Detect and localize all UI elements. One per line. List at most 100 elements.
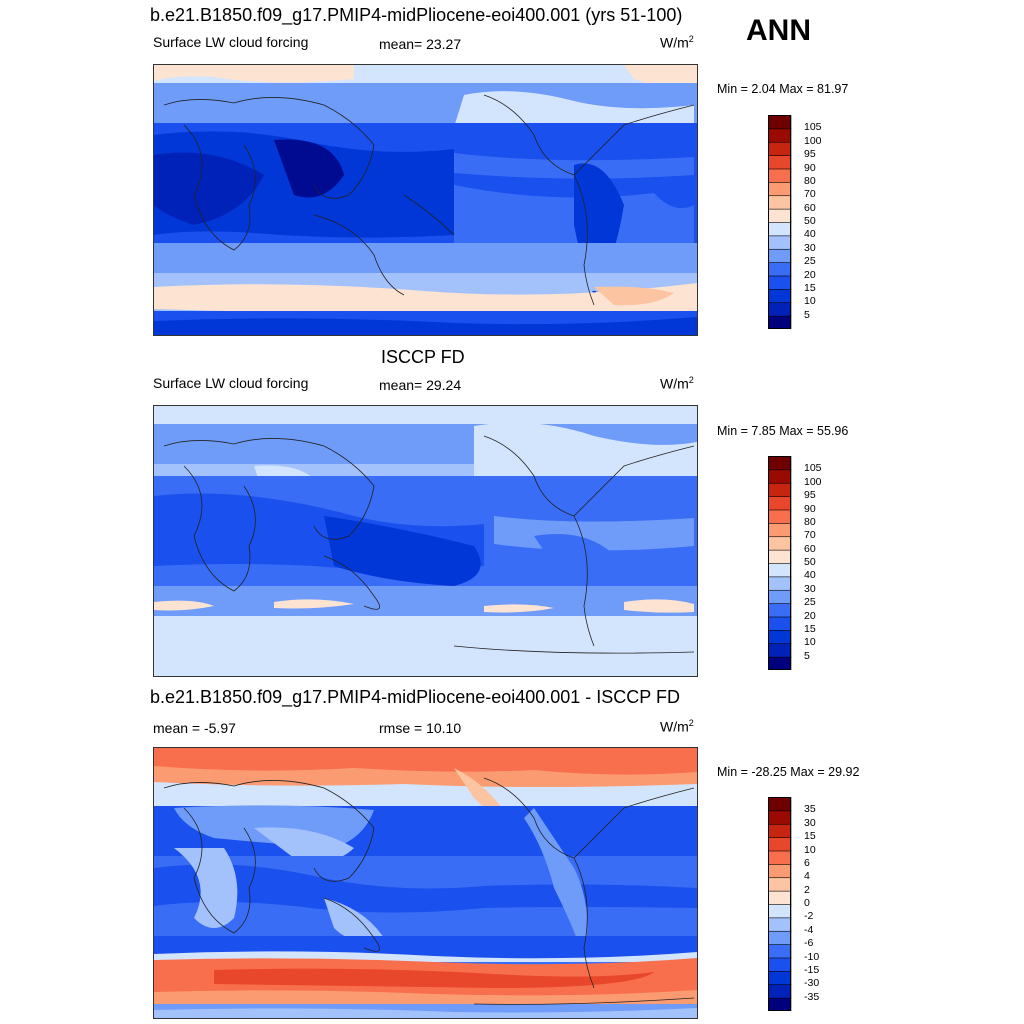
colorbar-tick-label: 20: [804, 609, 816, 622]
panel3-mean-label: mean = -5.97: [153, 720, 236, 736]
colorbar-swatch: [768, 154, 792, 170]
colorbar-tick-label: 5: [804, 649, 810, 662]
colorbar-swatch: [768, 850, 792, 865]
colorbar-swatch: [768, 983, 792, 999]
colorbar-tick-label: -35: [804, 990, 820, 1003]
colorbar-tick-label: 80: [804, 174, 816, 187]
colorbar-swatch: [768, 797, 792, 812]
colorbar-tick-label: 2: [804, 883, 810, 896]
colorbar-swatch: [768, 288, 792, 304]
colorbar-tick-label: 95: [804, 489, 816, 502]
colorbar-tick-label: 70: [804, 529, 816, 542]
colorbar-tick-label: -2: [804, 910, 814, 923]
colorbar-tick-label: 15: [804, 622, 816, 635]
colorbar-tick-label: 35: [804, 803, 816, 816]
colorbar-swatch: [768, 522, 792, 538]
colorbar-swatch: [768, 301, 792, 317]
colorbar-tick-label: -6: [804, 937, 814, 950]
colorbar-tick-label: 30: [804, 582, 816, 595]
colorbar-tick-label: 30: [804, 241, 816, 254]
colorbar-tick-label: 40: [804, 228, 816, 241]
panel2-title: ISCCP FD: [381, 347, 465, 367]
colorbar-swatch: [768, 917, 792, 932]
colorbar-tick-label: 0: [804, 897, 810, 909]
colorbar-swatch: [768, 997, 792, 1011]
colorbar-swatch: [768, 589, 792, 604]
colorbar-swatch: [768, 181, 792, 197]
colorbar-swatch: [768, 890, 792, 905]
colorbar-tick-label: 6: [804, 856, 810, 869]
colorbar-tick-label: 90: [804, 502, 816, 515]
colorbar-swatch: [768, 128, 792, 143]
colorbar-swatch: [768, 957, 792, 972]
colorbar-swatch: [768, 930, 792, 945]
panel1-minmax: Min = 2.04 Max = 81.97: [717, 82, 849, 96]
colorbar-swatch: [768, 903, 792, 919]
colorbar-tick-label: 70: [804, 188, 816, 201]
colorbar-swatch: [768, 823, 792, 838]
panel1-colorbar: [768, 115, 792, 329]
colorbar-tick-label: -10: [804, 950, 820, 963]
panel2-map: [153, 405, 698, 677]
colorbar-swatch: [768, 863, 792, 879]
colorbar-tick-label: 60: [804, 201, 816, 214]
colorbar-tick-label: 95: [804, 148, 816, 161]
colorbar-swatch: [768, 235, 792, 250]
panel3-map: [153, 747, 698, 1019]
colorbar-swatch: [768, 469, 792, 484]
colorbar-swatch: [768, 576, 792, 591]
colorbar-tick-label: 20: [804, 268, 816, 281]
colorbar-tick-label: 105: [804, 462, 822, 475]
panel3-colorbar: [768, 797, 792, 1011]
colorbar-tick-label: -4: [804, 923, 814, 936]
colorbar-swatch: [768, 616, 792, 631]
colorbar-tick-label: 10: [804, 295, 816, 308]
panel2-colorbar: [768, 456, 792, 670]
colorbar-tick-label: 90: [804, 161, 816, 174]
colorbar-swatch: [768, 482, 792, 497]
colorbar-swatch: [768, 535, 792, 551]
colorbar-swatch: [768, 836, 792, 852]
colorbar-tick-label: -30: [804, 977, 820, 990]
colorbar-swatch: [768, 642, 792, 658]
panel1-title: b.e21.B1850.f09_g17.PMIP4-midPliocene-eo…: [150, 5, 683, 25]
panel2-variable-label: Surface LW cloud forcing: [153, 375, 309, 391]
colorbar-tick-label: 30: [804, 816, 816, 829]
colorbar-swatch: [768, 810, 792, 825]
colorbar-swatch: [768, 275, 792, 290]
panel3-units: W/m2: [660, 718, 694, 735]
panel3-title: b.e21.B1850.f09_g17.PMIP4-midPliocene-eo…: [150, 687, 680, 707]
colorbar-swatch: [768, 194, 792, 210]
colorbar-swatch: [768, 248, 792, 263]
colorbar-tick-label: 15: [804, 830, 816, 843]
panel3-rmse-label: rmse = 10.10: [379, 720, 462, 736]
colorbar-swatch: [768, 656, 792, 670]
colorbar-swatch: [768, 602, 792, 618]
panel2-mean-label: mean= 29.24: [379, 377, 462, 393]
panel1-map: [153, 64, 698, 336]
colorbar-tick-label: 80: [804, 515, 816, 528]
colorbar-tick-label: 25: [804, 596, 816, 609]
colorbar-swatch: [768, 221, 792, 237]
colorbar-tick-label: 25: [804, 255, 816, 268]
panel1-units: W/m2: [660, 34, 694, 51]
colorbar-swatch: [768, 261, 792, 277]
colorbar-tick-label: 100: [804, 134, 822, 147]
panel1-mean-label: mean= 23.27: [379, 36, 462, 52]
colorbar-tick-label: 15: [804, 281, 816, 294]
colorbar-swatch: [768, 141, 792, 156]
colorbar-swatch: [768, 562, 792, 578]
panel3-colorbar-ticks: -35 -30 -15 -10 -6 -4 -2 0 2 4 6 10 15 30 35: [804, 797, 844, 1011]
season-label: ANN: [746, 14, 811, 47]
colorbar-tick-label: 5: [804, 308, 810, 321]
colorbar-swatch: [768, 970, 792, 986]
colorbar-tick-label: 105: [804, 121, 822, 134]
colorbar-tick-label: 4: [804, 870, 810, 883]
colorbar-swatch: [768, 168, 792, 183]
panel3-minmax: Min = -28.25 Max = 29.92: [717, 765, 860, 779]
colorbar-tick-label: 40: [804, 569, 816, 582]
colorbar-swatch: [768, 315, 792, 329]
colorbar-tick-label: -15: [804, 963, 820, 976]
colorbar-tick-label: 60: [804, 542, 816, 555]
colorbar-swatch: [768, 629, 792, 645]
